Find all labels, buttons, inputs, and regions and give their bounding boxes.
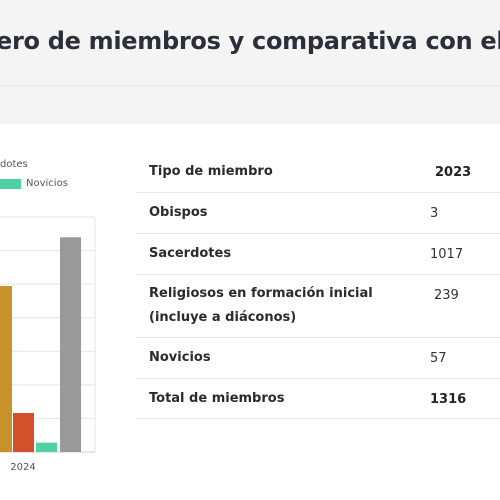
bar-1 — [13, 412, 34, 452]
legend-label-sacerdotes: dotes — [0, 159, 28, 170]
bar-3 — [60, 237, 81, 452]
table-header-row: Tipo de miembro 2023 — [136, 152, 500, 193]
row-value-obispos: 3 — [430, 206, 439, 221]
title-bar: ero de miembros y comparativa con el — [0, 0, 500, 86]
x-tick-label: 2024 — [10, 462, 35, 473]
table-row: Novicios 57 — [136, 338, 500, 379]
table-row: Total de miembros 1316 — [136, 379, 500, 419]
legend-label-novicios: Novicios — [26, 178, 68, 189]
row-value-total: 1316 — [430, 392, 467, 407]
row-label-religiosos-line1: Religiosos en formación inicial — [149, 286, 373, 301]
subheader-band — [0, 86, 500, 124]
row-label-obispos: Obispos — [149, 205, 208, 220]
legend-swatch-novicios — [0, 179, 21, 189]
header-tipo-de-miembro: Tipo de miembro — [149, 164, 273, 179]
row-label-religiosos-line2: (incluye a diáconos) — [149, 310, 297, 325]
table-row: Obispos 3 — [136, 193, 500, 234]
row-label-novicios: Novicios — [149, 350, 211, 365]
chart-plot-area: 2024 — [0, 216, 96, 473]
bar-2 — [36, 442, 57, 452]
row-label-sacerdotes: Sacerdotes — [149, 246, 232, 261]
members-bar-chart: dotes Novicios 2024 — [0, 124, 120, 484]
table-row: Religiosos en formación inicial (incluye… — [136, 275, 500, 338]
page-title: ero de miembros y comparativa con el — [0, 27, 500, 55]
table-row: Sacerdotes 1017 — [136, 234, 500, 275]
header-year: 2023 — [435, 165, 472, 180]
row-value-sacerdotes: 1017 — [430, 247, 464, 262]
row-label-total: Total de miembros — [149, 391, 285, 406]
bar-0 — [0, 286, 12, 452]
row-value-novicios: 57 — [430, 351, 447, 366]
content-area — [0, 124, 500, 500]
row-value-religiosos: 239 — [434, 288, 459, 303]
